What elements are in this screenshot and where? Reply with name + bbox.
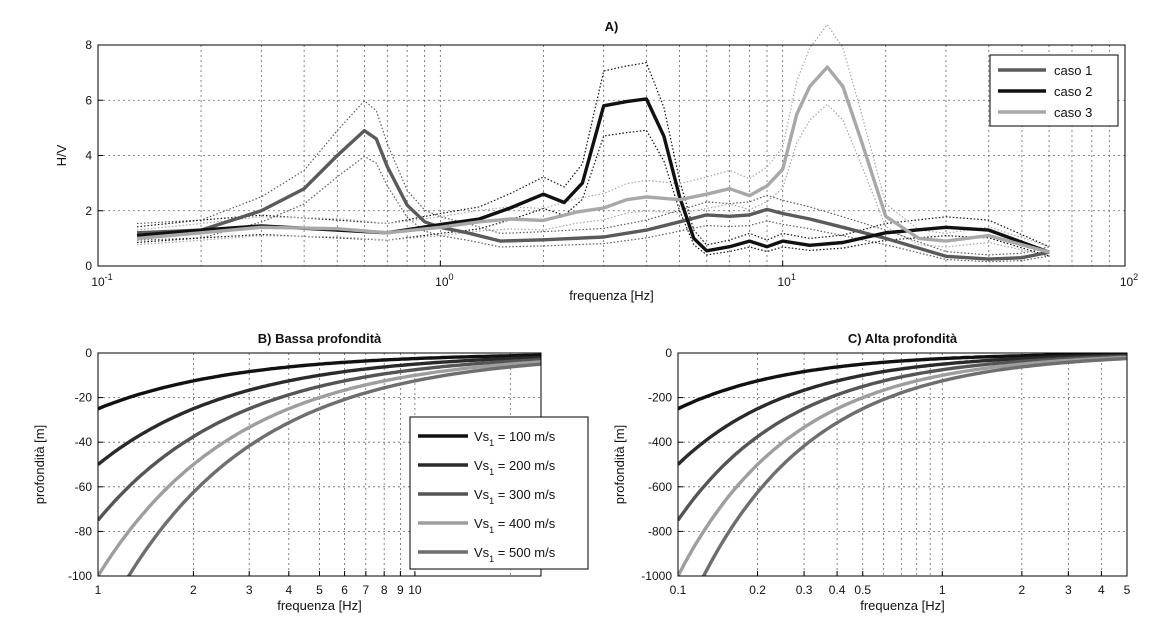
x-tick-label: 4 bbox=[1098, 583, 1105, 597]
series-line-vs-400 bbox=[678, 355, 1127, 576]
series-envelope-3 bbox=[136, 103, 1050, 257]
legend: Vs1 = 100 m/s Vs1 = 200 m/s Vs1 = 300 m/s V… bbox=[409, 416, 589, 570]
y-tick-label: -800 bbox=[648, 524, 672, 538]
legend-label: Vs1 = 300 m/s bbox=[474, 487, 556, 506]
x-tick-label: 9 bbox=[397, 583, 404, 597]
series-line-caso-3 bbox=[136, 65, 1050, 254]
legend-label: Vs1 = 400 m/s bbox=[474, 516, 556, 535]
x-tick-label: 2 bbox=[190, 583, 197, 597]
x-tick-label: 0.5 bbox=[854, 583, 871, 597]
envelope-lines bbox=[136, 23, 1050, 263]
legend: caso 1 caso 2 caso 3 bbox=[989, 54, 1119, 127]
series-line-vs-300 bbox=[98, 358, 541, 522]
y-tick-label: -40 bbox=[75, 435, 93, 449]
series-envelope-3 bbox=[136, 23, 1050, 248]
series-line-vs-300 bbox=[678, 354, 1127, 522]
y-tick-label: -80 bbox=[75, 524, 93, 538]
x-tick-label: 0.2 bbox=[749, 583, 766, 597]
series-envelope-1 bbox=[136, 155, 1050, 263]
x-tick-label: 100 bbox=[435, 272, 453, 289]
series-envelope-1 bbox=[136, 99, 1050, 256]
series-lines bbox=[678, 353, 1127, 576]
x-tick-label: 0.3 bbox=[796, 583, 813, 597]
x-axis-label: frequenza [Hz] bbox=[860, 598, 945, 613]
x-tick-label: 6 bbox=[341, 583, 348, 597]
y-tick-label: 0 bbox=[85, 346, 92, 360]
y-tick-label: -100 bbox=[68, 569, 92, 583]
series-line-vs-400 bbox=[98, 360, 541, 576]
x-tick-label: 101 bbox=[777, 272, 795, 289]
x-tick-label: 0.4 bbox=[829, 583, 846, 597]
x-tick-label: 10-1 bbox=[91, 272, 112, 289]
x-tick-label: 5 bbox=[316, 583, 323, 597]
series-envelope-2 bbox=[136, 129, 1050, 257]
y-axis-label: H/V bbox=[54, 144, 69, 166]
x-tick-label: 1 bbox=[95, 583, 102, 597]
series-line-vs-100 bbox=[98, 353, 541, 411]
plot-area bbox=[678, 353, 1127, 576]
x-tick-label: 1 bbox=[939, 583, 946, 597]
y-tick-label: 4 bbox=[85, 149, 92, 163]
x-tick-label: 4 bbox=[285, 583, 292, 597]
y-tick-label: -1000 bbox=[641, 569, 672, 583]
x-axis-label: frequenza [Hz] bbox=[569, 288, 654, 303]
y-tick-label: -400 bbox=[648, 435, 672, 449]
axes-frame bbox=[677, 352, 1128, 577]
x-tick-label: 5 bbox=[1124, 583, 1131, 597]
y-tick-label: -600 bbox=[648, 480, 672, 494]
legend-label: Vs1 = 500 m/s bbox=[474, 545, 556, 564]
chart-title: C) Alta profondità bbox=[848, 331, 958, 346]
x-tick-label: 7 bbox=[362, 583, 369, 597]
x-tick-label: 3 bbox=[1065, 583, 1072, 597]
series-line-vs-500 bbox=[701, 356, 1127, 576]
series-line-vs-200 bbox=[678, 353, 1127, 466]
y-tick-label: 8 bbox=[85, 38, 92, 52]
y-tick-label: 6 bbox=[85, 93, 92, 107]
legend-label: caso 2 bbox=[1054, 84, 1092, 99]
y-axis-label: profondità [m] bbox=[32, 425, 47, 505]
series-line-vs-200 bbox=[98, 355, 541, 466]
y-axis-label: profondità [m] bbox=[612, 425, 627, 505]
legend-label: Vs1 = 200 m/s bbox=[474, 458, 556, 477]
x-tick-label: 8 bbox=[381, 583, 388, 597]
series-lines bbox=[98, 353, 541, 576]
series-envelope-2 bbox=[136, 62, 1050, 248]
chart-title: A) bbox=[605, 19, 619, 34]
legend-label: caso 1 bbox=[1054, 63, 1092, 78]
x-tick-label: 0.1 bbox=[670, 583, 687, 597]
series-line-vs-100 bbox=[678, 353, 1127, 411]
y-tick-label: 0 bbox=[85, 259, 92, 273]
series-line-vs-500 bbox=[126, 362, 541, 576]
y-tick-label: -20 bbox=[75, 391, 93, 405]
plot-area bbox=[98, 45, 1125, 266]
x-tick-label: 3 bbox=[246, 583, 253, 597]
series-line-caso-1 bbox=[136, 128, 1050, 261]
y-tick-label: 2 bbox=[85, 204, 92, 218]
x-axis-label: frequenza [Hz] bbox=[277, 598, 362, 613]
y-tick-label: -200 bbox=[648, 391, 672, 405]
y-tick-label: -60 bbox=[75, 480, 93, 494]
x-tick-label: 10 bbox=[408, 583, 422, 597]
chart-title: B) Bassa profondità bbox=[258, 331, 382, 346]
x-tick-label: 102 bbox=[1120, 272, 1138, 289]
panel-a: 0 2 4 6 8 10-1 100 101 102 A) frequenza [Hz] H/V cas… bbox=[54, 19, 1138, 303]
y-tick-label: 0 bbox=[665, 346, 672, 360]
x-tick-label: 2 bbox=[1018, 583, 1025, 597]
legend-label: Vs1 = 100 m/s bbox=[474, 429, 556, 448]
legend-label: caso 3 bbox=[1054, 105, 1092, 120]
